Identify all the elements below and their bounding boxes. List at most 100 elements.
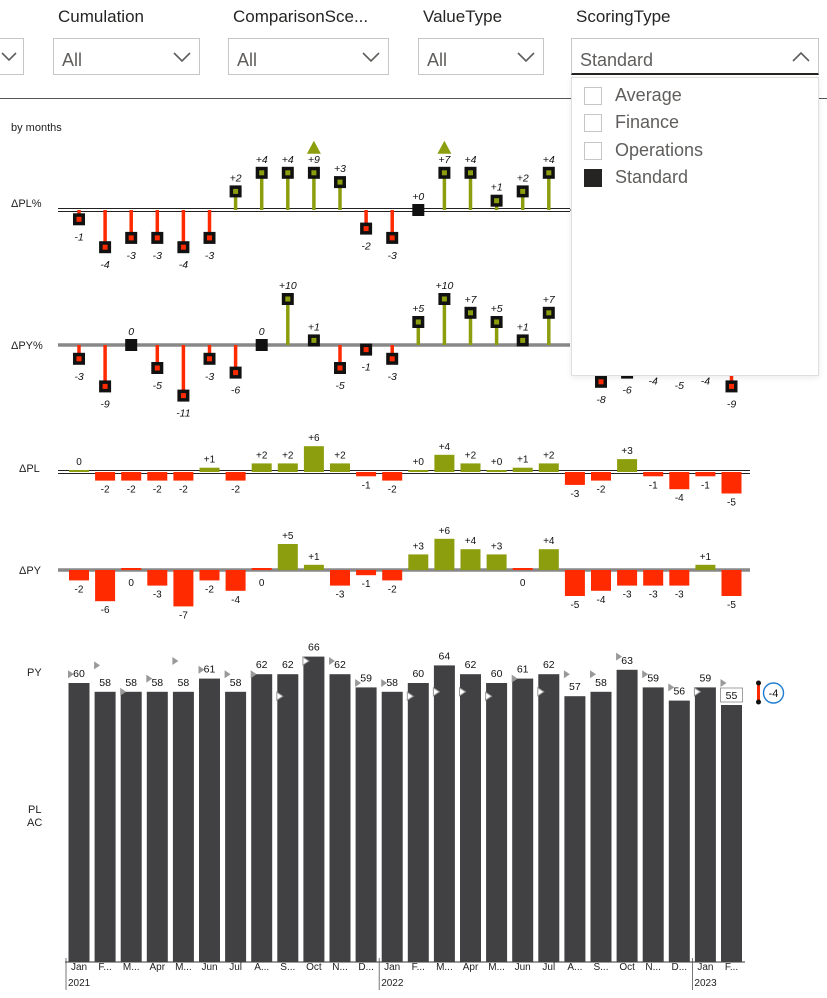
dpl-bar bbox=[434, 454, 455, 472]
dpl-bar bbox=[330, 463, 350, 472]
partial-slicer[interactable] bbox=[0, 38, 24, 75]
py-marker bbox=[642, 670, 649, 679]
py-marker bbox=[720, 679, 727, 687]
checkbox[interactable] bbox=[584, 114, 602, 132]
ac-bar bbox=[564, 696, 586, 962]
dpy-bar bbox=[303, 564, 324, 570]
dpy-pct-pin-dot bbox=[337, 365, 343, 371]
dpy-pct-pin-dot bbox=[180, 393, 186, 399]
month-label: Jan bbox=[71, 962, 87, 973]
year-label: 2022 bbox=[381, 978, 404, 989]
dpy-value-label: -3 bbox=[153, 590, 162, 601]
dpy-pct-value-label: -11 bbox=[176, 408, 190, 420]
dpy-bar bbox=[434, 538, 455, 570]
dpl-pct-value-label: +4 bbox=[543, 154, 555, 166]
month-label: Jun bbox=[201, 962, 217, 973]
month-label: D... bbox=[358, 962, 374, 973]
dpl-pct-value-label: -3 bbox=[127, 250, 136, 262]
dpy-bar bbox=[460, 549, 481, 570]
dpy-bar bbox=[225, 570, 246, 591]
ac-label-bg bbox=[198, 661, 221, 676]
dpl-value-label: -2 bbox=[179, 485, 188, 496]
ac-label-bg bbox=[120, 674, 143, 689]
dpy-value-label: -3 bbox=[336, 590, 345, 601]
dpl-pct-value-label: -3 bbox=[153, 250, 162, 262]
dpl-pct-overflow-arrow bbox=[306, 140, 321, 154]
ac-value-label: 62 bbox=[256, 659, 268, 671]
dpy-value-label: -3 bbox=[649, 590, 658, 601]
dpl-value-label: +0 bbox=[413, 457, 425, 468]
ac-label-bg bbox=[94, 674, 117, 689]
dpl-pct-pin-dot bbox=[389, 235, 395, 241]
dpy-bar bbox=[408, 554, 429, 570]
month-label: M... bbox=[123, 962, 140, 973]
dpl-bar bbox=[225, 472, 246, 481]
ac-bar bbox=[433, 665, 455, 962]
dpy-value-label: -3 bbox=[675, 590, 684, 601]
checkbox-checked[interactable] bbox=[584, 169, 602, 187]
option-label: Average bbox=[615, 85, 682, 105]
py-marker bbox=[590, 670, 596, 679]
dpl-value-label: -3 bbox=[570, 489, 579, 500]
cumulation-dropdown[interactable]: All bbox=[53, 38, 200, 75]
py-marker bbox=[276, 691, 284, 702]
py-marker bbox=[172, 657, 179, 665]
checkbox[interactable] bbox=[584, 87, 602, 105]
dpy-value-label: -2 bbox=[75, 584, 84, 595]
dpy-bar bbox=[591, 570, 611, 591]
dpy-pct-value-label: -5 bbox=[153, 380, 162, 392]
ac-label-bg bbox=[224, 674, 247, 689]
ac-bar bbox=[277, 674, 299, 962]
ac-bar bbox=[642, 687, 664, 962]
dpy-value-label: 0 bbox=[128, 578, 134, 589]
month-label: Apr bbox=[463, 962, 479, 973]
dpl-bar bbox=[538, 463, 559, 472]
dpl-pct-value-label: -4 bbox=[179, 259, 188, 271]
option-label: Finance bbox=[615, 112, 680, 132]
dpl-pct-pin-dot bbox=[102, 244, 108, 250]
month-label: N... bbox=[332, 962, 348, 973]
dpy-pct-pin-dot bbox=[389, 356, 395, 362]
dpy-value-label: +1 bbox=[700, 552, 712, 563]
dpl-value-label: -4 bbox=[675, 493, 684, 504]
ac-value-label: 60 bbox=[412, 668, 424, 680]
dpy-pct-pin-dot bbox=[441, 296, 447, 302]
scoringtype-dropdown[interactable]: Standard bbox=[571, 38, 819, 75]
py-marker bbox=[511, 674, 518, 683]
month-label: Jun bbox=[515, 962, 531, 973]
dpl-pct-value-label: +1 bbox=[491, 182, 503, 194]
dpl-value-label: +1 bbox=[204, 455, 216, 466]
ac-bar bbox=[694, 687, 716, 962]
dpy-pct-value-label: -5 bbox=[335, 380, 344, 392]
py-marker bbox=[120, 687, 127, 696]
dpl-pct-pin-dot bbox=[154, 235, 160, 241]
dpl-value-label: -2 bbox=[388, 485, 397, 496]
dpl-value-label: -2 bbox=[153, 485, 162, 496]
dpl-value-label: -2 bbox=[597, 485, 606, 496]
ac-bar bbox=[146, 691, 168, 962]
py-marker bbox=[355, 679, 362, 687]
dpl-value-label: +3 bbox=[621, 446, 633, 457]
checkbox[interactable] bbox=[584, 142, 602, 160]
dpl-pct-pin-dot bbox=[311, 170, 317, 176]
valuetype-dropdown[interactable]: All bbox=[418, 38, 544, 75]
chevron-down-icon bbox=[517, 52, 535, 62]
dpy-pct-value-label: -8 bbox=[596, 394, 605, 406]
dpy-bar bbox=[199, 570, 220, 581]
dpl-pct-overflow-arrow bbox=[437, 140, 452, 154]
dpl-pct-value-label: +2 bbox=[517, 172, 529, 184]
dpy-pct-value-label: -3 bbox=[388, 371, 397, 383]
dpy-value-label: -1 bbox=[362, 579, 371, 590]
comparison-value: All bbox=[237, 50, 258, 70]
month-label: S... bbox=[280, 962, 295, 973]
ac-bar bbox=[120, 691, 142, 962]
month-label: Jul bbox=[229, 962, 242, 973]
dpl-value-label: +2 bbox=[282, 450, 294, 461]
dpl-bar bbox=[617, 459, 638, 472]
dpl-pct-value-label: +3 bbox=[334, 163, 346, 175]
py-marker bbox=[146, 674, 153, 683]
ac-value-label: 58 bbox=[151, 677, 163, 689]
comparison-dropdown[interactable]: All bbox=[228, 38, 389, 75]
dpl-bar bbox=[721, 472, 742, 494]
dpl-value-label: -2 bbox=[127, 485, 136, 496]
